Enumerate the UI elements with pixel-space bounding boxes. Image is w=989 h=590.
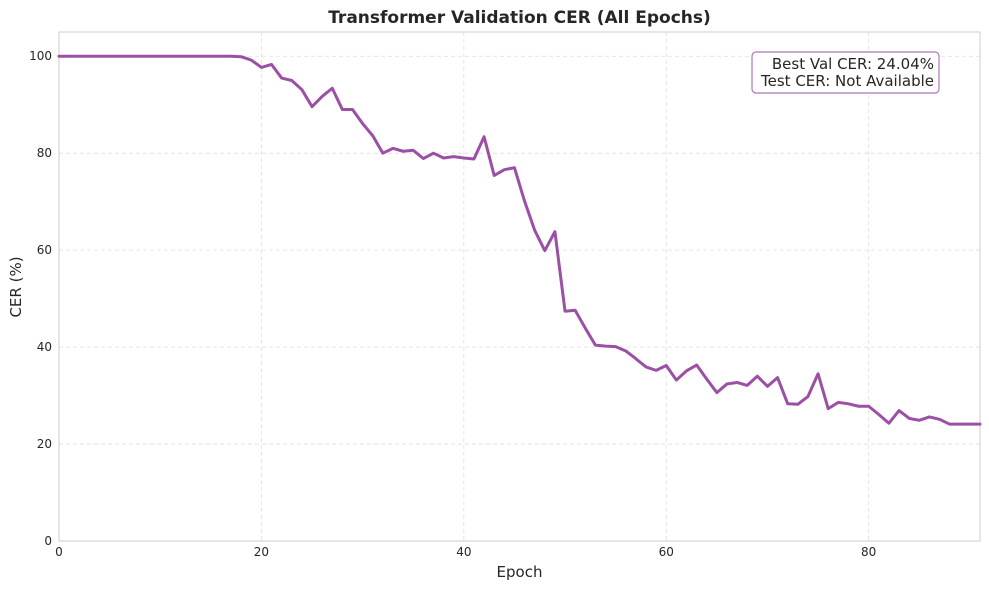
series-layer: [57, 54, 982, 426]
annotation-frame: [751, 51, 940, 94]
y-tick-label: 40: [37, 340, 52, 354]
x-tick-label: 20: [254, 545, 269, 559]
annotation-line-best-val: Best Val CER: 24.04%: [772, 55, 934, 73]
x-axis-label: Epoch: [497, 563, 543, 581]
y-tick-label: 80: [37, 146, 52, 160]
x-tick-label: 60: [659, 545, 674, 559]
y-tick-label: 60: [37, 243, 52, 257]
y-tick-label: 20: [37, 437, 52, 451]
annotation-line-test: Test CER: Not Available: [760, 72, 934, 90]
y-axis-label: CER (%): [7, 256, 25, 317]
annotation-box: Best Val CER: 24.04% Test CER: Not Avail…: [751, 51, 940, 94]
y-axis-ticks: 0 20 40 60 80 100: [29, 49, 52, 548]
x-tick-label: 80: [861, 545, 876, 559]
grid: [59, 32, 980, 541]
chart-title: Transformer Validation CER (All Epochs): [328, 8, 711, 28]
x-axis-ticks: 0 20 40 60 80: [55, 545, 876, 559]
y-tick-label: 0: [44, 534, 52, 548]
series-line: [57, 54, 982, 426]
x-tick-label: 40: [456, 545, 471, 559]
plot-frame: [58, 31, 981, 542]
y-tick-label: 100: [29, 49, 52, 63]
x-tick-label: 0: [55, 545, 63, 559]
